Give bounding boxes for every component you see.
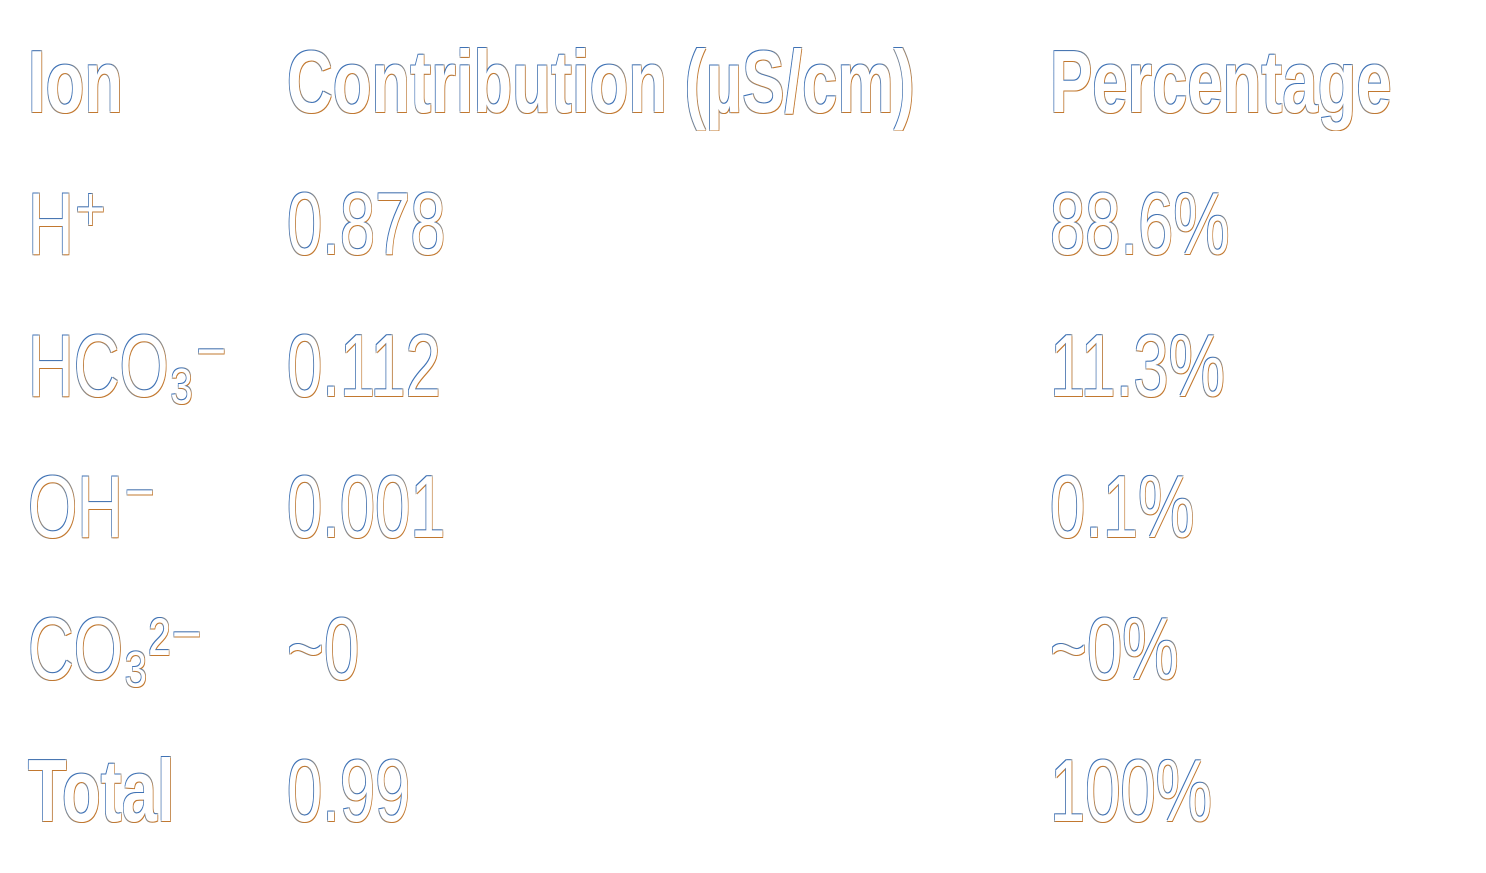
value-cell: 0.001 xyxy=(287,457,446,556)
value-cell: 0.1% xyxy=(1050,457,1195,556)
ion-label: H⁺ xyxy=(28,174,108,273)
value-cell: 100% xyxy=(1050,741,1213,840)
value-cell: ~0 xyxy=(287,599,360,698)
ion-label: CO₃²⁻ xyxy=(28,599,204,698)
value-cell: 0.112 xyxy=(287,316,441,415)
header-cell: Ion xyxy=(28,32,124,131)
header-cell: Contribution (µS/cm) xyxy=(287,32,915,131)
ion-label: OH⁻ xyxy=(28,457,157,556)
ion-label: Total xyxy=(28,741,175,840)
value-cell: 0.99 xyxy=(287,741,411,840)
value-cell: 0.878 xyxy=(287,174,446,273)
value-cell: 11.3% xyxy=(1050,316,1225,415)
header-cell: Percentage xyxy=(1050,32,1392,131)
ion-label: HCO₃⁻ xyxy=(28,316,229,415)
value-cell: ~0% xyxy=(1050,599,1179,698)
value-cell: 88.6% xyxy=(1050,174,1230,273)
